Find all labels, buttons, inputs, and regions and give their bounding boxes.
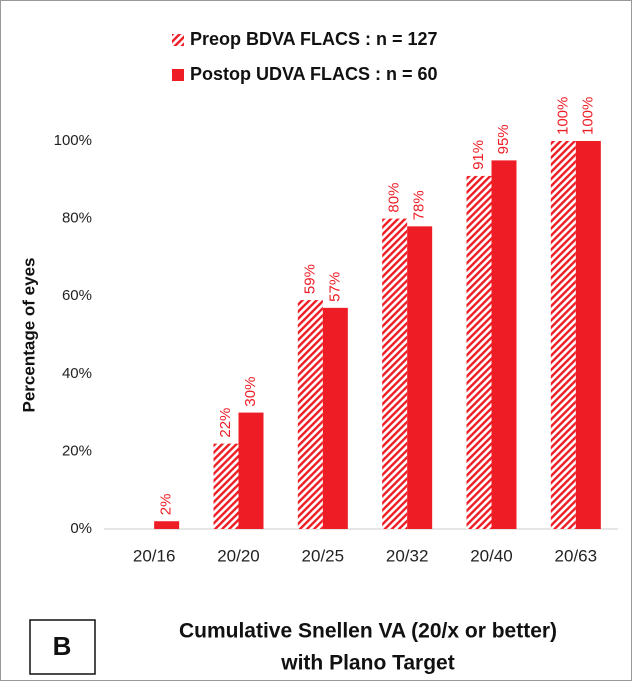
data-label: 80% <box>386 183 403 213</box>
data-label: 57% <box>326 272 343 302</box>
data-label: 59% <box>301 264 318 294</box>
y-tick-label: 80% <box>62 210 92 227</box>
bar <box>213 443 239 529</box>
panel-label: B <box>53 631 72 661</box>
y-axis-label: Percentage of eyes <box>19 258 38 413</box>
x-tick-label: 20/63 <box>555 546 598 565</box>
y-tick-label: 0% <box>70 520 92 537</box>
data-label: 78% <box>411 190 428 220</box>
bar <box>322 307 348 529</box>
data-label: 22% <box>217 408 234 438</box>
x-axis-title: Cumulative Snellen VA (20/x or better) <box>179 620 557 643</box>
panel-box <box>29 619 96 675</box>
bar <box>491 160 517 529</box>
bar <box>382 218 408 529</box>
y-tick-label: 60% <box>62 287 92 304</box>
bar <box>407 226 433 530</box>
legend-label: Preop BDVA FLACS : n = 127 <box>190 29 438 49</box>
data-label: 30% <box>242 377 259 407</box>
bar <box>238 412 264 529</box>
legend-swatch <box>172 34 184 46</box>
data-label: 91% <box>470 140 487 170</box>
data-label: 100% <box>579 97 596 135</box>
x-tick-label: 20/25 <box>302 546 345 565</box>
data-label: 100% <box>554 97 571 135</box>
bar <box>575 141 601 529</box>
bar <box>154 521 180 529</box>
bar <box>466 175 492 530</box>
y-tick-label: 100% <box>54 132 92 149</box>
x-tick-label: 20/16 <box>133 546 176 565</box>
data-label: 95% <box>495 124 512 154</box>
data-label: 2% <box>158 494 175 516</box>
legend-swatch <box>172 69 184 81</box>
x-tick-label: 20/20 <box>217 546 260 565</box>
y-tick-label: 40% <box>62 365 92 382</box>
bar <box>297 300 323 529</box>
y-tick-label: 20% <box>62 442 92 459</box>
x-tick-label: 20/32 <box>386 546 429 565</box>
x-axis-title: with Plano Target <box>280 652 454 675</box>
x-tick-label: 20/40 <box>470 546 513 565</box>
legend-label: Postop UDVA FLACS : n = 60 <box>190 64 438 84</box>
bar <box>550 141 576 529</box>
